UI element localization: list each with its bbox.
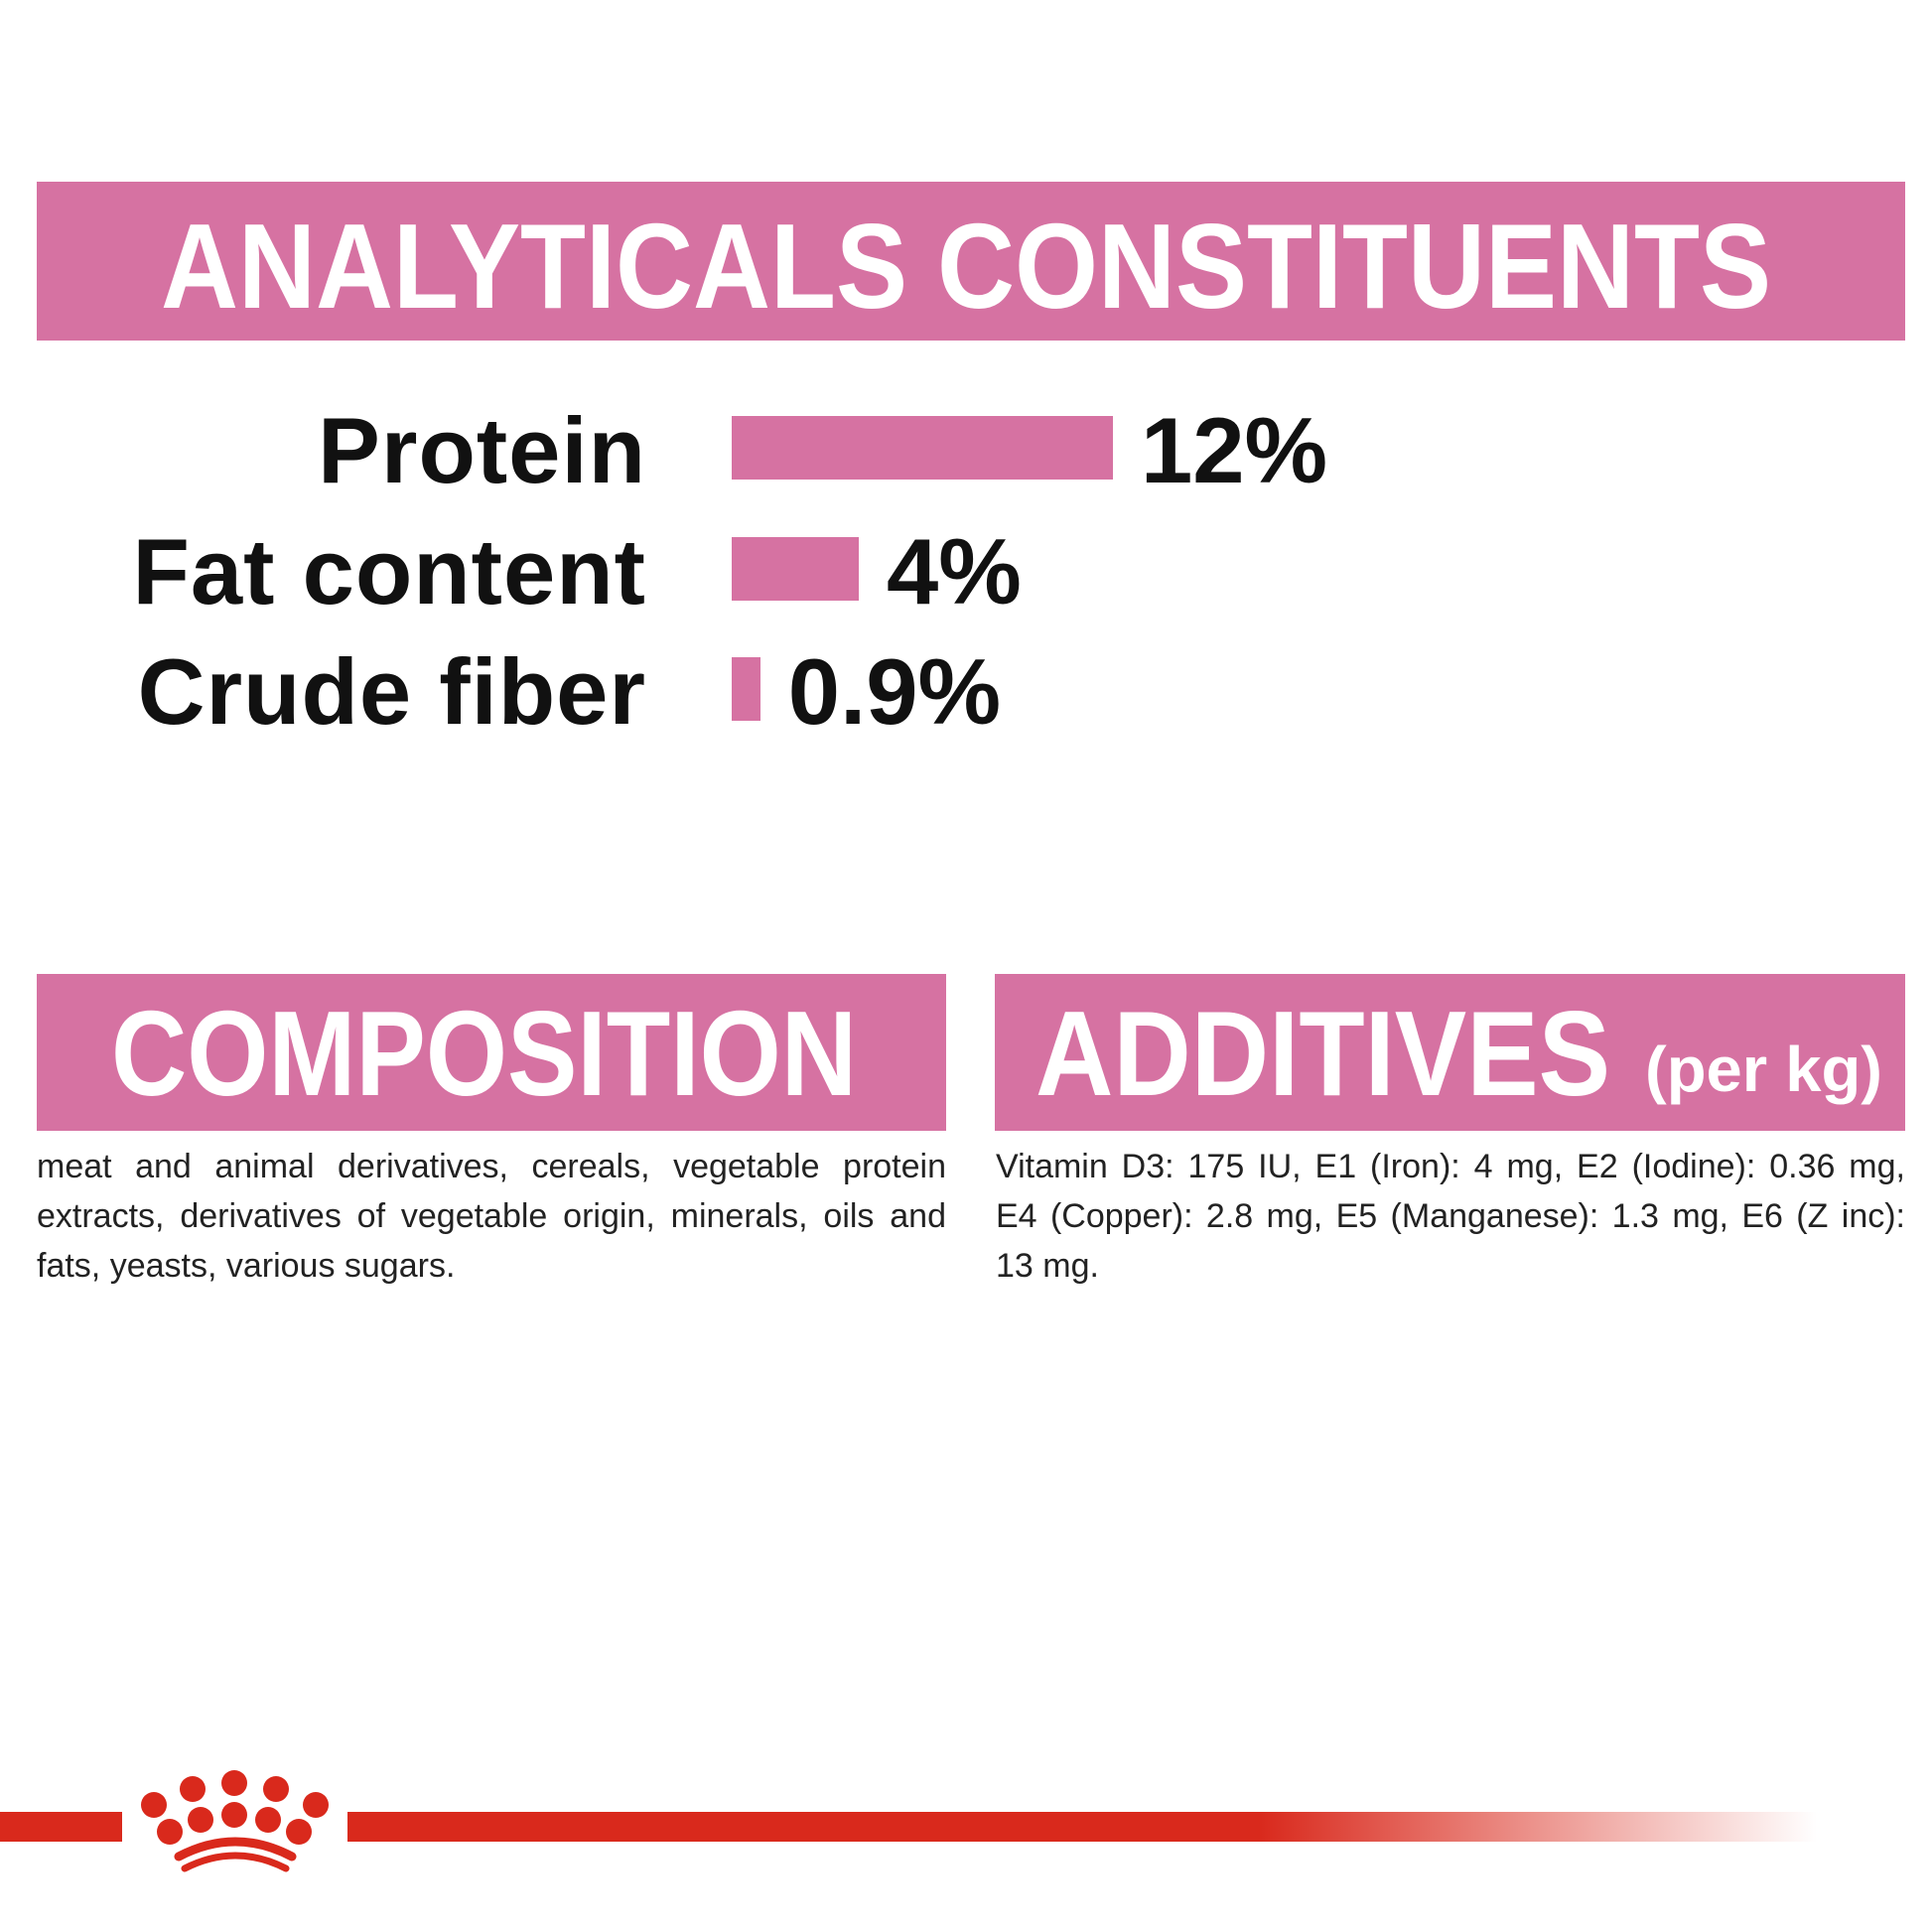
additives-subtitle: (per kg) bbox=[1645, 1034, 1882, 1105]
constituent-bar bbox=[732, 416, 1113, 480]
constituent-label: Crude fiber bbox=[137, 639, 646, 744]
constituent-value: 4% bbox=[887, 519, 1022, 623]
constituent-label: Fat content bbox=[132, 519, 646, 623]
analytical-title: ANALYTICALS CONSTITUENTS bbox=[161, 199, 1771, 334]
additives-text: Vitamin D3: 175 IU, E1 (Iron): 4 mg, E2 … bbox=[996, 1148, 1905, 1285]
additives-title-svg: ADDITIVES (per kg) bbox=[1035, 986, 1882, 1121]
additives-title: ADDITIVES bbox=[1035, 986, 1610, 1121]
analytical-banner: ANALYTICALS CONSTITUENTS bbox=[37, 182, 1905, 341]
composition-banner: COMPOSITION bbox=[37, 974, 946, 1131]
additives-banner: ADDITIVES (per kg) bbox=[995, 974, 1905, 1131]
red-line-right bbox=[347, 1812, 1817, 1842]
constituent-bar bbox=[732, 537, 859, 601]
constituent-bar bbox=[732, 657, 760, 721]
brand-footer bbox=[0, 1770, 1817, 1872]
constituent-label: Protein bbox=[318, 398, 646, 502]
crown-icon bbox=[141, 1770, 329, 1872]
composition-text: meat and animal derivatives, cereals, ve… bbox=[37, 1148, 946, 1285]
composition-title-svg: COMPOSITION bbox=[111, 986, 857, 1121]
constituent-value: 12% bbox=[1141, 398, 1328, 502]
composition-title: COMPOSITION bbox=[111, 986, 857, 1121]
constituent-value: 0.9% bbox=[787, 639, 1002, 744]
analytical-title-svg: ANALYTICALS CONSTITUENTS bbox=[161, 199, 1771, 334]
red-line-left bbox=[0, 1812, 122, 1842]
